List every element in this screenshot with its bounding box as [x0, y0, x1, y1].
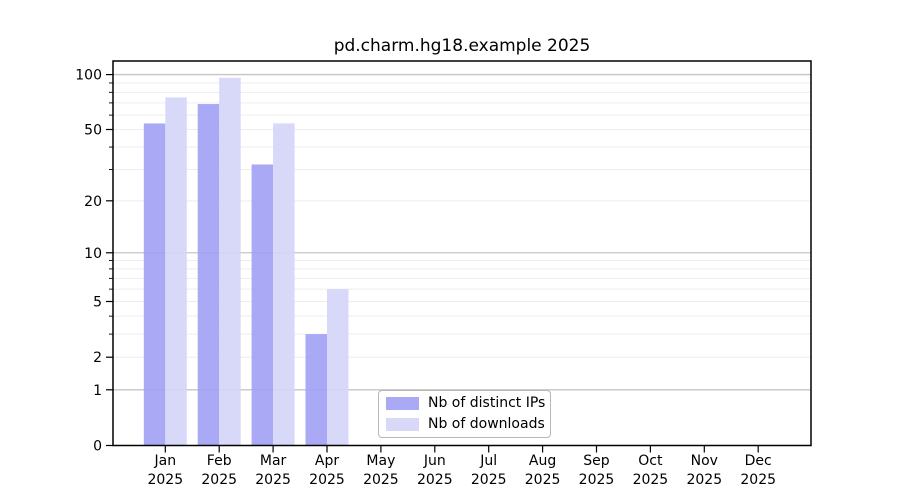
x-tick-label-jan: Jan 2025 [147, 453, 183, 488]
legend-item-downloads: Nb of downloads [386, 417, 550, 432]
bar-distinct-ips-mar [251, 164, 274, 446]
bar-distinct-ips-apr [305, 334, 327, 446]
x-tick-label-nov: Nov 2025 [686, 453, 722, 488]
x-tick-label-feb: Feb 2025 [201, 453, 237, 488]
legend-swatch-downloads [386, 418, 419, 431]
y-tick-label: 0 [93, 439, 102, 455]
x-tick-label-sep: Sep 2025 [579, 453, 615, 488]
legend-swatch-distinct-ips [386, 397, 419, 410]
y-tick-label: 5 [93, 294, 102, 310]
legend-label-distinct-ips: Nb of distinct IPs [428, 395, 546, 411]
legend-label-downloads: Nb of downloads [428, 416, 545, 432]
y-tick-label: 20 [84, 194, 102, 210]
x-tick-label-jun: Jun 2025 [417, 453, 453, 488]
x-tick-label-aug: Aug 2025 [525, 453, 561, 488]
x-tick-label-oct: Oct 2025 [633, 453, 669, 488]
bar-downloads-mar [273, 123, 295, 446]
bar-distinct-ips-feb [197, 104, 220, 446]
y-tick-label: 10 [84, 246, 102, 262]
y-tick-label: 100 [75, 68, 102, 84]
y-tick-label: 50 [84, 123, 102, 139]
y-tick-label: 2 [93, 350, 102, 366]
chart-title: pd.charm.hg18.example 2025 [333, 36, 591, 56]
x-tick-label-jul: Jul 2025 [471, 453, 507, 488]
bar-downloads-feb [219, 77, 241, 446]
bar-downloads-apr [327, 289, 349, 446]
x-tick-label-mar: Mar 2025 [255, 453, 291, 488]
x-tick-label-dec: Dec 2025 [740, 453, 776, 488]
bar-downloads-jan [165, 97, 187, 446]
legend: Nb of distinct IPs Nb of downloads [378, 390, 551, 438]
x-tick-label-apr: Apr 2025 [309, 453, 345, 488]
y-tick-label: 1 [93, 383, 102, 399]
bar-distinct-ips-jan [143, 123, 166, 446]
x-tick-label-may: May 2025 [363, 453, 399, 488]
legend-item-distinct-ips: Nb of distinct IPs [386, 396, 550, 411]
